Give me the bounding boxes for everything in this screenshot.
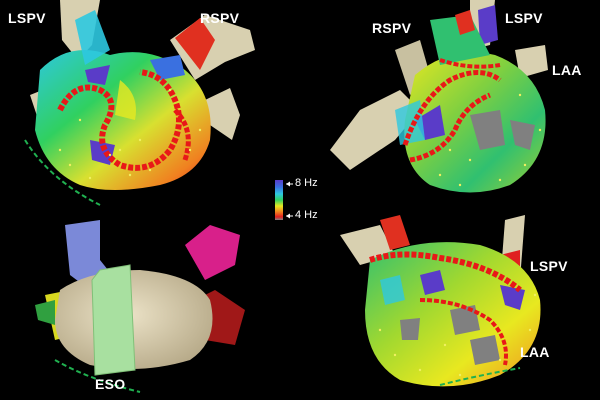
ablation-line-br-1 — [369, 251, 522, 293]
points-bottom-right — [378, 293, 537, 377]
ablation-line-br-2 — [419, 298, 508, 366]
scale-label-low: 4 Hz — [295, 209, 318, 221]
laa-cap — [515, 45, 548, 78]
red-top-patch — [455, 10, 475, 35]
scale-arrowhead-low — [286, 213, 290, 219]
scale-label-high: 8 Hz — [295, 177, 318, 189]
catheter-br — [439, 367, 521, 386]
label-laa-top-right: LAA — [552, 62, 582, 78]
purple-br-1 — [420, 270, 445, 295]
label-rspv-top-right: RSPV — [372, 20, 412, 36]
gray-patch-1 — [470, 110, 505, 150]
scale-arrowhead-high — [286, 181, 290, 187]
label-lspv-top-left: LSPV — [8, 10, 46, 26]
esophagus-shape — [91, 264, 136, 376]
gray-br-2 — [400, 318, 420, 340]
gray-br-1 — [450, 305, 480, 335]
cyan-br — [380, 275, 405, 305]
purple-patch-1 — [85, 65, 110, 85]
catheter-top-left — [24, 139, 101, 206]
ablation-line-tr-3 — [439, 58, 501, 69]
magenta-vein — [185, 225, 240, 280]
points-top-left — [58, 88, 202, 180]
map-bottom-left — [35, 220, 245, 393]
frequency-scale — [275, 180, 293, 220]
label-lspv-top-right: LSPV — [505, 10, 543, 26]
ablation-line-top-left — [57, 69, 182, 171]
cyan-ridge — [75, 10, 110, 65]
map-top-right — [330, 0, 548, 193]
red-cap-br — [380, 215, 410, 250]
label-laa-bottom-right: LAA — [520, 344, 550, 360]
points-top-right — [438, 93, 542, 187]
gray-br-3 — [470, 335, 500, 365]
lower-right-vein-shape — [205, 88, 240, 140]
ablation-line-tr-2 — [409, 92, 491, 163]
ablation-line-top-left-2 — [173, 108, 191, 161]
la-body-top-left — [35, 50, 211, 190]
rspv-red-patch — [175, 18, 215, 70]
ablation-line-tr-1 — [402, 70, 502, 146]
green-vein — [35, 300, 55, 325]
yellow-zone — [115, 80, 136, 120]
gray-patch-2 — [510, 120, 535, 150]
lspv-purple-cap — [478, 5, 498, 45]
scale-bar — [275, 180, 283, 220]
label-eso: ESO — [95, 376, 126, 392]
cyan-patch-tr — [395, 100, 425, 145]
blue-patch — [150, 55, 185, 80]
map-bottom-right — [340, 215, 541, 387]
green-upper — [430, 15, 490, 65]
label-lspv-bottom-right: LSPV — [530, 258, 568, 274]
map-top-left — [24, 0, 255, 206]
catheter-bottom-left — [54, 359, 141, 393]
label-rspv-top-left: RSPV — [200, 10, 240, 26]
